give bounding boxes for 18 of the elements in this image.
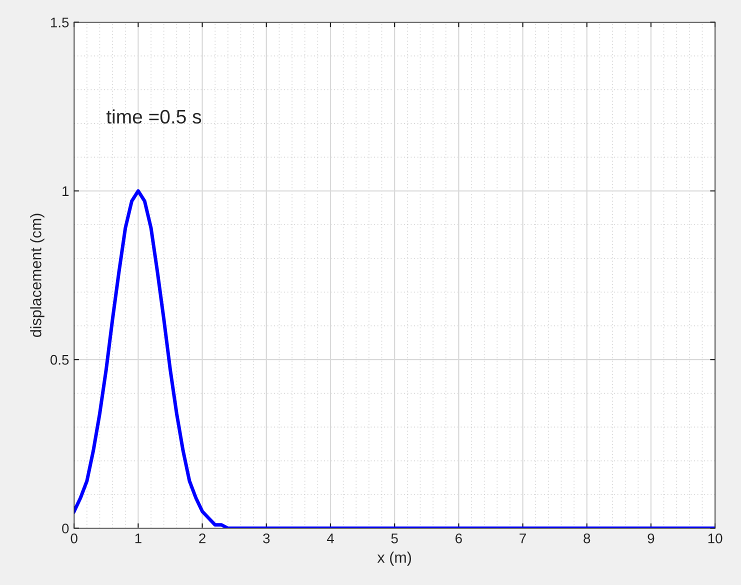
y-tick-label: 0.5 xyxy=(50,354,69,365)
x-tick-label: 0 xyxy=(70,533,78,544)
x-tick-label: 3 xyxy=(263,533,270,544)
x-axis-title: x (m) xyxy=(377,552,412,566)
x-tick-label: 10 xyxy=(708,533,722,544)
x-tick-label: 1 xyxy=(135,534,142,544)
x-tick-label: 4 xyxy=(326,534,334,544)
x-tick-label: 5 xyxy=(391,534,398,544)
y-tick-label: 1 xyxy=(62,186,69,196)
x-tick-label: 9 xyxy=(648,533,654,544)
x-tick-label: 7 xyxy=(520,534,526,544)
annotation: time =0.5 s xyxy=(106,109,202,124)
y-axis-title: displacement (cm) xyxy=(30,214,44,337)
x-tick-label: 6 xyxy=(456,533,462,544)
y-tick-label: 0 xyxy=(62,524,69,534)
x-tick-label: 8 xyxy=(584,533,590,544)
y-tick-label: 1.5 xyxy=(50,18,69,28)
x-tick-label: 2 xyxy=(199,533,206,544)
